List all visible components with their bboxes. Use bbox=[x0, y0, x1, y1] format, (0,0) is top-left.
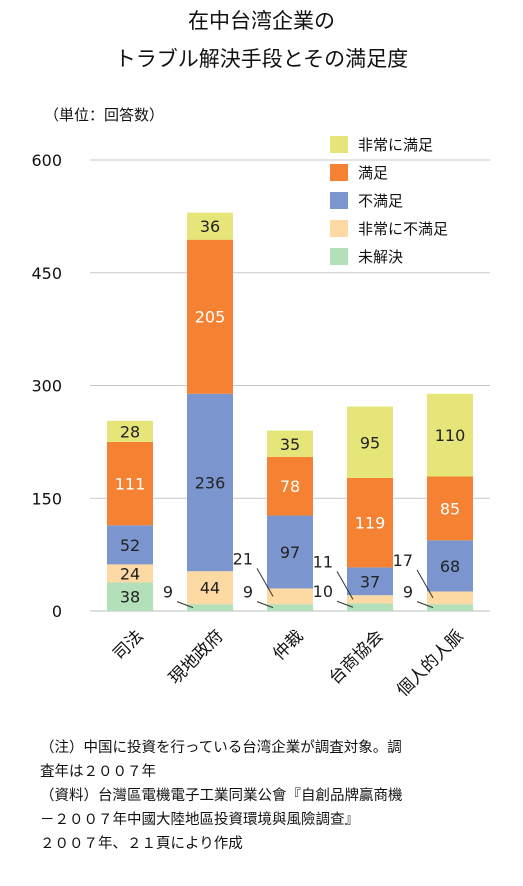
data-label: 236 bbox=[195, 473, 226, 492]
legend-swatch bbox=[330, 220, 348, 237]
bar-segment bbox=[267, 430, 313, 457]
legend-label: 非常に不満足 bbox=[358, 220, 448, 238]
bar-segment bbox=[347, 603, 393, 611]
data-label: 11 bbox=[313, 552, 333, 571]
data-label: 85 bbox=[440, 499, 460, 518]
unit-label: （単位：回答数） bbox=[44, 106, 165, 124]
y-tick-label: 450 bbox=[31, 264, 62, 283]
data-label: 110 bbox=[435, 426, 466, 445]
note-line: －２００７年中國大陸地區投資環境與風險調查』 bbox=[40, 812, 359, 828]
legend-label: 未解決 bbox=[358, 248, 403, 266]
data-label: 24 bbox=[120, 564, 140, 583]
x-category-label: 現地政府 bbox=[165, 626, 227, 688]
bar-segment bbox=[187, 239, 233, 394]
data-label: 17 bbox=[393, 551, 413, 570]
stacked-bar-chart: 0 150 300 450 600 38 9 9 10 9 24 44 21 11 17 52 236 97 37 6… bbox=[31, 136, 490, 701]
x-category-label: 個人的人脈 bbox=[393, 626, 467, 700]
data-label: 36 bbox=[200, 217, 220, 236]
data-label: 205 bbox=[195, 308, 226, 327]
bar-segment bbox=[347, 477, 393, 568]
y-tick-label: 300 bbox=[31, 377, 62, 396]
x-category-label: 仲裁 bbox=[269, 626, 307, 664]
x-category-label: 司法 bbox=[109, 626, 147, 664]
legend-swatch bbox=[330, 164, 348, 181]
bar-segment bbox=[187, 604, 233, 611]
bar-segment bbox=[187, 212, 233, 240]
x-category-label: 台商協会 bbox=[325, 626, 387, 688]
data-label: 9 bbox=[163, 583, 173, 602]
bar-segment bbox=[347, 567, 393, 596]
footnotes: （注）中国に投資を行っている台湾企業が調査対象。調 査年は２００７年 （資料）台… bbox=[40, 736, 510, 856]
leader-line bbox=[336, 600, 354, 608]
data-label: 97 bbox=[280, 543, 300, 562]
bar-segment bbox=[107, 564, 153, 583]
data-label: 95 bbox=[360, 433, 380, 452]
bar-segment bbox=[427, 393, 473, 477]
legend-label: 不満足 bbox=[358, 192, 403, 210]
bar-segment bbox=[107, 420, 153, 442]
bar-segment bbox=[267, 588, 313, 605]
bar-segment bbox=[107, 525, 153, 565]
bar-segment bbox=[267, 456, 313, 516]
data-label: 37 bbox=[360, 572, 380, 591]
bar-segment bbox=[427, 604, 473, 611]
leader-line bbox=[336, 571, 354, 600]
leader-line bbox=[416, 569, 434, 599]
data-label: 9 bbox=[403, 583, 413, 602]
note-line: 査年は２００７年 bbox=[40, 764, 156, 780]
bar-segment bbox=[187, 571, 233, 605]
data-label: 78 bbox=[280, 477, 300, 496]
leader-line bbox=[256, 601, 274, 609]
chart-title-line-2: トラブル解決手段とその満足度 bbox=[114, 47, 409, 71]
data-label: 68 bbox=[440, 557, 460, 576]
leader-line bbox=[256, 568, 274, 597]
legend-label: 非常に満足 bbox=[358, 136, 433, 154]
data-label: 38 bbox=[120, 588, 140, 607]
y-tick-label: 150 bbox=[31, 489, 62, 508]
bar-segment bbox=[267, 515, 313, 589]
note-line: ２００７年、２１頁により作成 bbox=[40, 836, 243, 852]
data-label: 28 bbox=[120, 422, 140, 441]
chart-title-line-1: 在中台湾企業の bbox=[188, 9, 335, 33]
data-label: 10 bbox=[313, 582, 333, 601]
bar-segment bbox=[107, 441, 153, 526]
data-label: 35 bbox=[280, 435, 300, 454]
data-label: 111 bbox=[115, 475, 146, 494]
y-tick-label: 0 bbox=[52, 602, 62, 621]
data-label: 21 bbox=[233, 549, 253, 568]
data-label: 9 bbox=[243, 583, 253, 602]
bar-segment bbox=[427, 540, 473, 592]
legend-swatch bbox=[330, 192, 348, 209]
bar-segment bbox=[187, 393, 233, 572]
legend-swatch bbox=[330, 136, 348, 153]
data-label: 44 bbox=[200, 579, 220, 598]
bar-segment bbox=[107, 582, 153, 611]
y-tick-label: 600 bbox=[31, 151, 62, 170]
bar-segment bbox=[427, 591, 473, 605]
data-label: 52 bbox=[120, 536, 140, 555]
leader-line bbox=[416, 601, 434, 609]
data-label: 119 bbox=[355, 514, 386, 533]
bar-segment bbox=[427, 476, 473, 541]
leader-line bbox=[176, 601, 194, 609]
legend-label: 満足 bbox=[358, 164, 388, 182]
bar-segment bbox=[347, 406, 393, 478]
legend-swatch bbox=[330, 248, 348, 265]
note-line: （注）中国に投資を行っている台湾企業が調査対象。調 bbox=[40, 740, 402, 756]
bar-segment bbox=[267, 604, 313, 611]
bar-segment bbox=[347, 595, 393, 604]
note-line: （資料）台灣區電機電子工業同業公會『自創品牌贏商機 bbox=[40, 788, 403, 804]
